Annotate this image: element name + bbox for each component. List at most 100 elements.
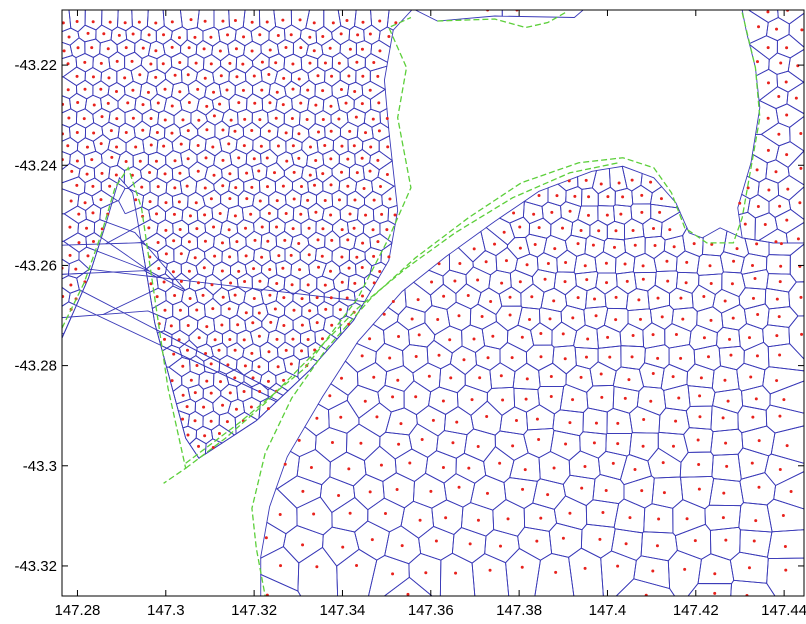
cell-center-point [662,491,666,495]
cell-center-point [86,254,90,258]
cell-center-point [339,415,343,419]
cell-center-point [241,88,245,92]
cell-center-point [185,348,189,352]
cell-center-point [774,170,778,174]
cell-center-point [697,462,701,466]
cell-center-point [306,283,310,287]
cell-center-point [441,399,445,403]
cell-center-point [709,282,713,285]
cell-center-point [285,159,289,163]
cell-center-point [91,20,95,24]
cell-center-point [641,264,645,268]
cell-center-point [784,568,788,572]
cell-center-point [724,441,728,445]
cell-center-point [170,45,174,49]
cell-center-point [74,267,78,271]
cell-center-point [66,144,70,148]
cell-center-point [796,237,800,241]
cell-center-point [330,238,334,242]
cell-center-point [347,322,351,326]
x-tick-label: 147.3 [147,602,185,619]
cell-center-point [292,170,296,174]
cell-center-point [786,187,790,191]
cell-center-point [75,20,79,24]
cell-center-point [668,228,672,232]
cell-center-point [658,210,662,214]
cell-center-point [186,433,190,437]
cell-center-point [763,223,767,227]
cell-center-point [212,225,216,229]
cell-center-point [623,396,627,400]
cell-center-point [329,213,333,217]
cell-center-point [301,489,305,493]
cell-center-point [234,407,238,411]
cell-center-point [580,486,584,490]
cell-center-point [284,45,288,49]
cell-center-point [488,568,492,572]
cell-center-point [196,169,200,173]
cell-center-point [220,323,224,327]
cell-center-point [188,214,192,218]
cell-center-point [218,212,222,216]
cell-center-point [138,159,142,163]
cell-center-point [738,201,742,205]
cell-center-point [320,337,324,341]
cell-center-point [289,362,293,366]
cell-center-point [283,238,287,242]
cell-center-point [274,61,278,65]
cell-center-point [181,393,185,397]
cell-center-point [371,117,375,121]
cell-center-point [630,355,634,359]
cell-center-point [535,417,539,421]
cell-center-point [779,61,783,65]
cell-center-point [149,62,153,66]
cell-center-point [149,116,153,120]
cell-center-point [491,334,495,338]
cell-center-point [606,195,610,199]
cell-center-point [321,227,325,231]
cell-center-point [702,294,706,298]
cell-center-point [377,101,381,105]
cell-center-point [605,281,609,285]
cell-center-point [528,318,532,322]
cell-center-point [179,252,183,256]
cell-center-point [234,186,238,190]
cell-center-point [361,20,365,24]
cell-center-point [228,197,232,201]
cell-center-point [186,157,190,161]
cell-center-point [485,491,489,495]
cell-center-point [75,183,79,187]
cell-center-point [347,266,351,270]
cell-center-point [344,101,348,105]
cell-center-point [163,87,167,91]
cell-center-point [316,238,320,242]
cell-center-point [292,197,296,201]
cell-center-point [427,374,431,378]
cell-center-point [205,325,209,329]
cell-center-point [186,73,190,77]
cell-center-point [138,73,142,77]
cell-center-point [599,372,603,376]
cell-center-point [329,129,333,133]
cell-center-point [355,60,359,64]
cell-center-point [205,128,209,132]
cell-center-point [616,442,620,446]
cell-center-point [630,178,634,182]
cell-center-point [391,395,395,399]
cell-center-point [178,227,182,231]
cell-center-point [83,60,87,64]
cell-center-point [586,337,590,341]
cell-center-point [644,593,648,596]
cell-center-point [227,307,231,311]
cell-center-point [290,283,294,287]
cell-center-point [348,129,352,133]
cell-center-point [506,517,510,521]
cell-center-point [508,313,512,317]
cell-center-point [755,60,759,64]
cell-center-point [355,255,359,259]
cell-center-point [203,239,207,243]
cell-center-point [203,186,207,190]
cell-center-point [751,415,755,419]
cell-center-point [186,129,190,133]
